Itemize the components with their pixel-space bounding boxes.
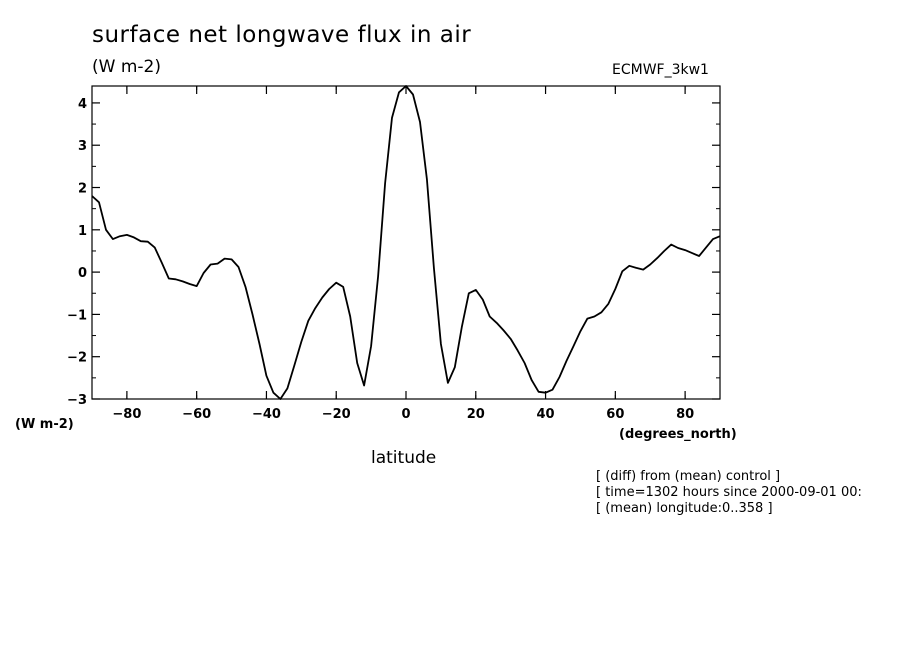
x-tick-label: −80: [112, 407, 141, 422]
x-tick-label: 0: [401, 407, 410, 422]
x-tick-label: −20: [322, 407, 351, 422]
x-tick-label: 80: [676, 407, 694, 422]
annotation-line: [ time=1302 hours since 2000-09-01 00:: [596, 485, 862, 500]
plot-frame: [91, 85, 721, 400]
chart-title: surface net longwave flux in air: [92, 22, 472, 48]
y-tick-label: 3: [78, 139, 87, 154]
y-tick-label: 2: [78, 182, 87, 197]
annotation-block: [ (diff) from (mean) control ] [ time=13…: [596, 469, 862, 517]
y-tick-label: −3: [67, 393, 87, 408]
annotation-line: [ (diff) from (mean) control ]: [596, 469, 781, 484]
y-tick-label: −1: [67, 308, 87, 323]
y-tick-label: −2: [67, 351, 87, 366]
y-tick-label: 1: [78, 224, 87, 239]
x-tick-label: 20: [467, 407, 485, 422]
x-tick-label: −40: [252, 407, 281, 422]
x-axis-units: (degrees_north): [619, 427, 737, 442]
y-axis-label: (W m-2): [15, 417, 74, 432]
x-tick-label: 60: [606, 407, 624, 422]
dataset-label: ECMWF_3kw1: [612, 62, 709, 78]
series-line: [91, 85, 721, 400]
plot-area: −80 −60 −40 −20 0 20 40 60 80 −3 −2 −1 0 1 2 3 4: [67, 85, 721, 422]
x-axis-label: latitude: [371, 448, 436, 468]
x-tick-label: 40: [537, 407, 555, 422]
annotation-line: [ (mean) longitude:0..358 ]: [596, 501, 773, 516]
title-units: (W m-2): [92, 57, 161, 77]
y-tick-label: 4: [78, 97, 87, 112]
y-tick-label: 0: [78, 266, 87, 281]
x-tick-label: −60: [182, 407, 211, 422]
